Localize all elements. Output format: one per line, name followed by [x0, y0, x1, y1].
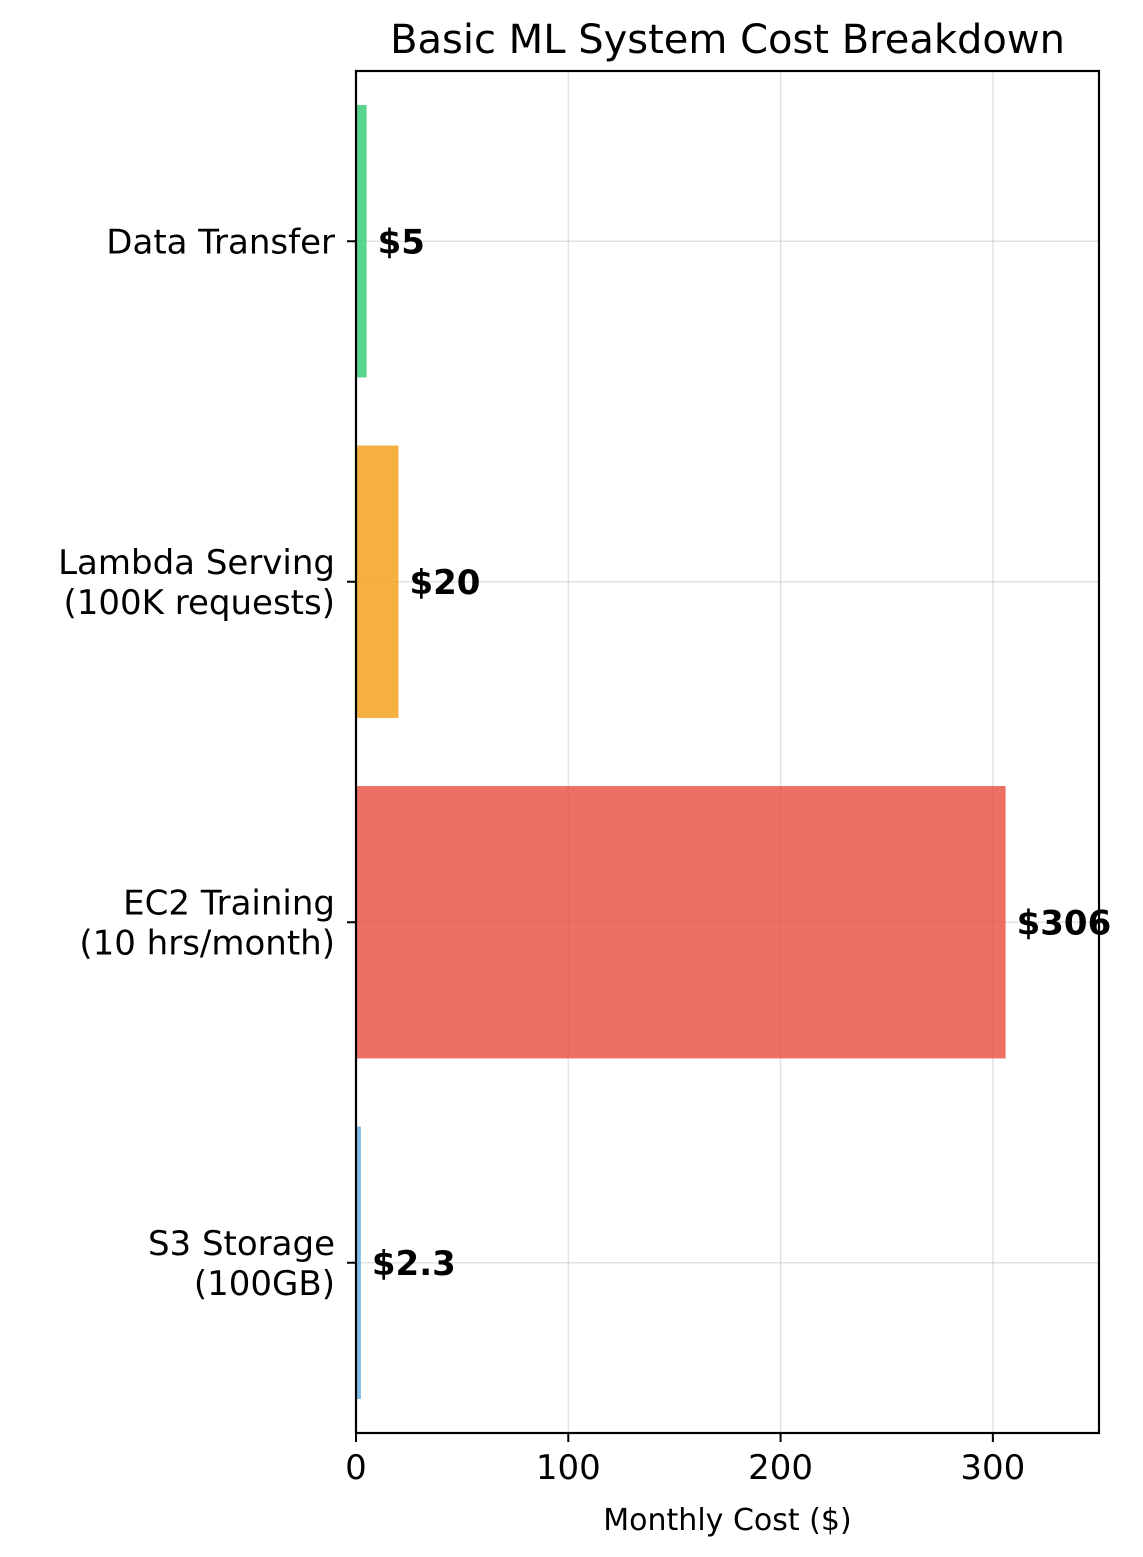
- category-label-line: (100GB): [194, 1264, 335, 1304]
- category-label-line: EC2 Training: [123, 883, 335, 923]
- bar: [356, 445, 399, 718]
- category-label-line: Data Transfer: [106, 222, 335, 262]
- category-label-line: (100K requests): [64, 583, 336, 623]
- plot-frame: [354, 69, 1101, 1435]
- x-tick-label: 300: [960, 1448, 1025, 1488]
- label-layer: 0 100 200 300 S3 Storage (100GB) $2.3 EC2 Train…: [58, 222, 1111, 1488]
- data-label: $20: [409, 563, 480, 603]
- category-label-line: Lambda Serving: [58, 543, 335, 583]
- grid-layer: [355, 71, 1099, 1433]
- category-label: S3 Storage (100GB): [148, 1224, 335, 1304]
- x-axis-label: Monthly Cost ($): [603, 1503, 851, 1538]
- bar: [356, 105, 367, 378]
- category-label-line: S3 Storage: [148, 1224, 335, 1264]
- x-tick-label: 100: [536, 1448, 601, 1488]
- data-label: $5: [378, 222, 425, 262]
- tick-layer: [347, 240, 994, 1442]
- category-label-line: (10 hrs/month): [79, 923, 335, 963]
- bar-layer: [356, 105, 1006, 1399]
- category-label: Data Transfer: [106, 222, 335, 262]
- category-label: Lambda Serving (100K requests): [58, 543, 335, 623]
- data-label: $306: [1017, 903, 1112, 943]
- category-label: EC2 Training (10 hrs/month): [79, 883, 335, 963]
- x-tick-label: 0: [345, 1448, 367, 1488]
- x-tick-label: 200: [748, 1448, 813, 1488]
- data-label: $2.3: [372, 1244, 456, 1284]
- chart-title: Basic ML System Cost Breakdown: [390, 17, 1065, 63]
- bar: [356, 786, 1006, 1059]
- bar: [356, 1126, 361, 1399]
